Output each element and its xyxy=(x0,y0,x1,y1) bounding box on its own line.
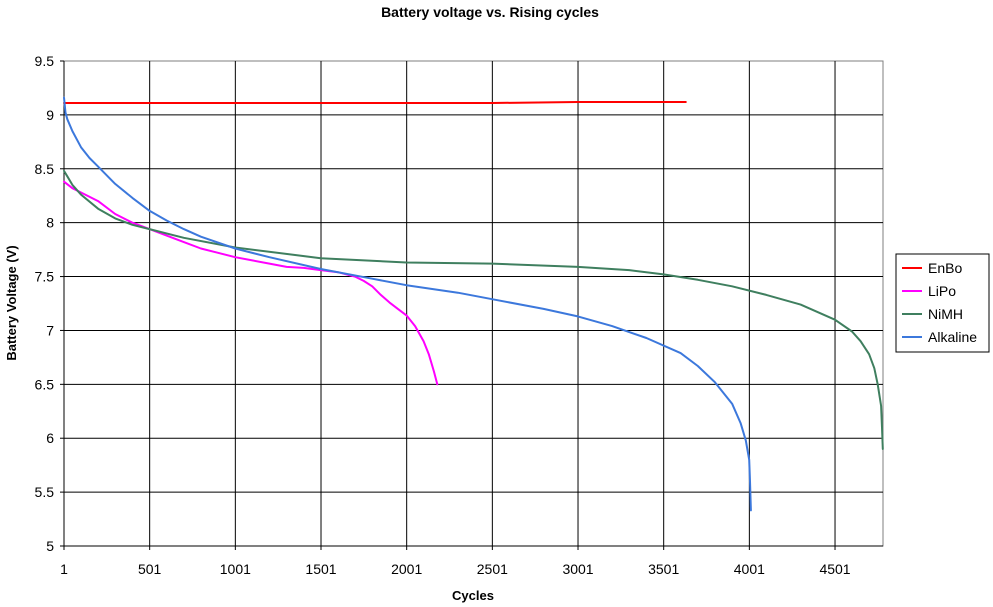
series-line-nimh xyxy=(63,169,884,450)
x-tick-label: 1501 xyxy=(305,561,336,577)
x-tick-label: 4001 xyxy=(734,561,765,577)
chart-title: Battery voltage vs. Rising cycles xyxy=(381,4,599,20)
legend-label-enbo: EnBo xyxy=(928,260,962,276)
y-tick-label: 9 xyxy=(46,107,54,123)
legend: EnBo LiPo NiMH Alkaline xyxy=(895,253,990,353)
series-line-enbo xyxy=(63,101,687,104)
x-tick-label: 2501 xyxy=(477,561,508,577)
y-tick-label: 8.5 xyxy=(35,161,55,177)
series-group xyxy=(63,96,884,512)
x-tick-label: 3001 xyxy=(562,561,593,577)
y-tick-label: 6 xyxy=(46,430,54,446)
x-tick-label: 1 xyxy=(60,561,68,577)
y-tick-label: 5 xyxy=(46,538,54,554)
legend-label-nimh: NiMH xyxy=(928,306,963,322)
y-tick-label: 7.5 xyxy=(35,269,55,285)
x-tick-label: 501 xyxy=(138,561,162,577)
x-tick-label: 1001 xyxy=(220,561,251,577)
y-tick-label: 5.5 xyxy=(35,484,55,500)
x-tick-label: 3501 xyxy=(648,561,679,577)
x-axis-label: Cycles xyxy=(452,588,494,603)
y-tick-label: 6.5 xyxy=(35,376,55,392)
y-tick-label: 7 xyxy=(46,322,54,338)
y-axis-label: Battery Voltage (V) xyxy=(4,245,19,360)
x-tick-label: 4501 xyxy=(819,561,850,577)
legend-box xyxy=(895,253,990,353)
y-tick-label: 8 xyxy=(46,215,54,231)
legend-label-alkaline: Alkaline xyxy=(928,329,977,345)
series-line-lipo xyxy=(63,180,439,386)
gridlines xyxy=(64,61,883,546)
series-line-alkaline xyxy=(63,96,752,512)
y-tick-label: 9.5 xyxy=(35,53,55,69)
axis-ticks: 55.566.577.588.599.51 501 1001 1501 2001 2501… xyxy=(35,53,883,577)
x-tick-label: 2001 xyxy=(391,561,422,577)
legend-label-lipo: LiPo xyxy=(928,283,956,299)
plot-area xyxy=(63,60,884,547)
